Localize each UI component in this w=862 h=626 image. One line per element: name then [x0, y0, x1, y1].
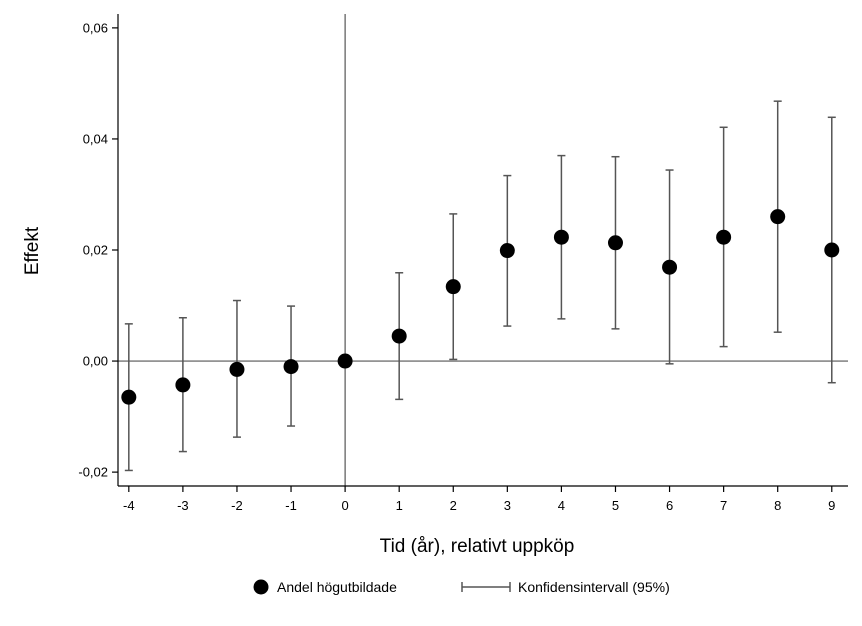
x-tick-label: -1 — [285, 498, 297, 513]
data-point — [716, 229, 732, 245]
x-tick-label: 4 — [558, 498, 565, 513]
y-tick-label: 0,04 — [83, 131, 108, 146]
x-tick-label: -2 — [231, 498, 243, 513]
y-tick-label: 0,00 — [83, 354, 108, 369]
legend: Andel högutbildade Konfidensintervall (9… — [253, 579, 670, 595]
x-tick-label: 9 — [828, 498, 835, 513]
data-point — [391, 328, 407, 344]
y-axis-title: Effekt — [22, 226, 43, 275]
data-point — [770, 209, 786, 225]
x-tick-label: 5 — [612, 498, 619, 513]
y-tick-label: 0,06 — [83, 20, 108, 35]
data-point — [175, 377, 191, 393]
legend-ci-marker — [461, 582, 511, 592]
x-tick-label: 1 — [396, 498, 403, 513]
x-tick-label: 7 — [720, 498, 727, 513]
data-point — [499, 243, 515, 259]
data-point — [607, 235, 623, 251]
data-point — [121, 389, 137, 405]
data-point — [824, 242, 840, 258]
y-tick-label: -0,02 — [78, 465, 108, 480]
legend-point-label: Andel högutbildade — [277, 579, 397, 595]
x-tick-label: 2 — [450, 498, 457, 513]
x-tick-label: 8 — [774, 498, 781, 513]
y-tick-label: 0,02 — [83, 243, 108, 258]
data-point — [445, 279, 461, 295]
data-point — [662, 259, 678, 275]
data-point — [283, 359, 299, 375]
x-tick-label: 6 — [666, 498, 673, 513]
x-tick-label: -4 — [123, 498, 135, 513]
x-tick-label: 3 — [504, 498, 511, 513]
data-point — [229, 361, 245, 377]
legend-point-marker — [253, 579, 269, 595]
legend-ci-label: Konfidensintervall (95%) — [518, 579, 670, 595]
x-tick-label: 0 — [341, 498, 348, 513]
data-point — [553, 229, 569, 245]
data-point — [337, 353, 353, 369]
x-axis-title: Tid (år), relativt uppköp — [380, 536, 575, 557]
marks — [121, 100, 840, 472]
x-tick-label: -3 — [177, 498, 189, 513]
axes: -0,02 0,00 0,02 0,04 0,06 -4 -3 -2 -1 0 1 2 3 4 5 6 7 8 9 — [78, 14, 848, 513]
